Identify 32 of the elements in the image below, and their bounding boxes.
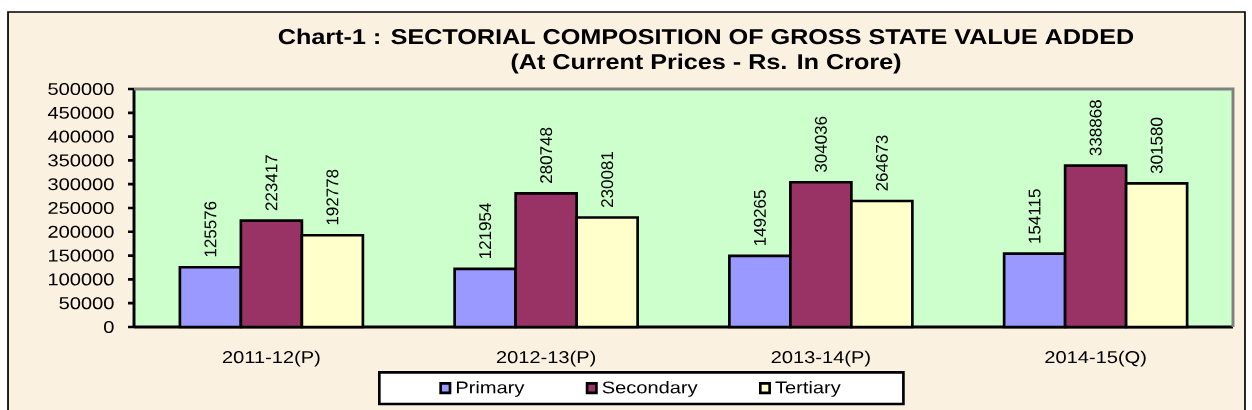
y-tick-label: 150000 bbox=[49, 249, 114, 262]
data-label: 125576 bbox=[204, 201, 217, 257]
y-tick-label: 500000 bbox=[48, 82, 114, 96]
x-tick-label: 2011-12(P) bbox=[222, 350, 320, 367]
chart-title: Chart-1 : SECTORIAL COMPOSITION OF GROSS STATE VALUE ADDED bbox=[278, 28, 1134, 45]
legend-label: Primary bbox=[456, 381, 525, 397]
x-tick-label: 2012-13(P) bbox=[496, 350, 596, 367]
legend-label: Tertiary bbox=[775, 381, 841, 397]
data-label: 121954 bbox=[479, 203, 492, 259]
data-label: 280748 bbox=[540, 127, 553, 183]
x-tick-label: 2013-14(P) bbox=[771, 350, 870, 367]
y-tick-label: 100000 bbox=[49, 273, 114, 286]
y-tick-label: 450000 bbox=[47, 106, 114, 119]
data-label: 304036 bbox=[814, 116, 827, 173]
data-label: 338868 bbox=[1089, 100, 1102, 156]
y-tick-label: 0 bbox=[104, 320, 114, 334]
y-tick-label: 250000 bbox=[48, 201, 114, 215]
y-tick-label: 200000 bbox=[48, 225, 114, 238]
data-label: 192778 bbox=[326, 169, 339, 225]
data-label: 223417 bbox=[265, 155, 278, 211]
x-tick-label: 2014-15(Q) bbox=[1045, 350, 1146, 367]
legend-label: Secondary bbox=[602, 381, 698, 397]
data-label: 149265 bbox=[753, 190, 766, 246]
y-tick-label: 300000 bbox=[48, 178, 114, 191]
y-tick-label: 50000 bbox=[59, 297, 114, 310]
chart-subtitle: (At Current Prices - Rs. In Crore) bbox=[511, 53, 901, 74]
data-label: 230081 bbox=[601, 152, 614, 208]
y-tick-label: 350000 bbox=[48, 154, 114, 167]
data-label: 264673 bbox=[875, 135, 888, 191]
data-label: 154115 bbox=[1028, 189, 1041, 243]
y-tick-label: 400000 bbox=[47, 130, 114, 143]
data-label: 301580 bbox=[1150, 117, 1163, 174]
